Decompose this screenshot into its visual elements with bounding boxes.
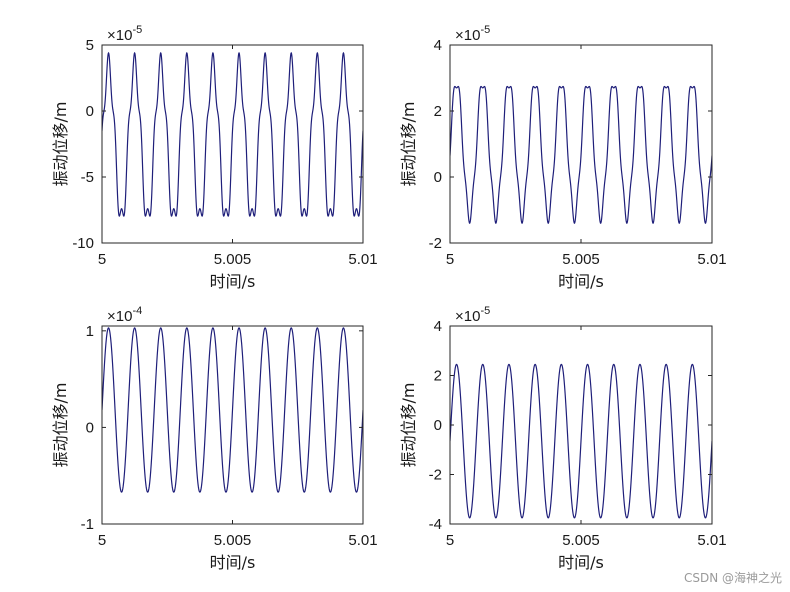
y-tick-label-2-1: -2 [429,235,442,252]
series-line-2-1 [450,85,712,225]
x-tick-label-2-2: 5.005 [562,251,600,268]
y-exponent-label-1: ×10-5 [107,24,142,44]
y-tick-label-2-2: 0 [434,169,442,186]
series-line-4-1 [450,363,712,519]
x-tick-label-3-3: 5.01 [348,532,377,549]
y-tick-label-3-2: 0 [86,419,94,436]
y-tick-label-1-2: -5 [81,169,94,186]
series-line-1-1 [102,51,363,217]
x-axis-label-1: 时间/s [210,272,256,291]
x-tick-label-4-3: 5.01 [697,532,726,549]
subplot-2: 5 5.005 5.01 -2 0 2 4 ×10-5 时间/s 振动位移/m [399,24,727,291]
x-tick-label-4-1: 5 [446,532,454,549]
y-tick-label-2-3: 2 [434,103,442,120]
y-axis-label-1: 振动位移/m [51,102,70,187]
y-exponent-label-2: ×10-5 [455,24,490,44]
y-tick-label-4-1: -4 [429,516,442,533]
x-tick-label-3-2: 5.005 [214,532,252,549]
series-line-3-1 [102,327,363,493]
y-tick-label-1-4: 5 [86,37,94,54]
x-tick-label-4-2: 5.005 [562,532,600,549]
y-exponent-label-3: ×10-4 [107,305,142,325]
x-axis-label-3: 时间/s [210,553,256,572]
subplot-1: 5 5.005 5.01 -10 -5 0 5 ×10-5 时间/s 振动位移/m [51,24,378,291]
y-tick-label-4-4: 2 [434,368,442,385]
y-tick-label-4-3: 0 [434,417,442,434]
x-tick-label-1-1: 5 [98,251,106,268]
subplot-3: 5 5.005 5.01 -1 0 1 ×10-4 时间/s 振动位移/m [51,305,378,572]
x-tick-label-3-1: 5 [98,532,106,549]
y-tick-label-3-3: 1 [86,323,94,340]
y-tick-label-4-5: 4 [434,318,442,335]
x-tick-label-2-3: 5.01 [697,251,726,268]
y-axis-label-2: 振动位移/m [399,102,418,187]
y-exponent-label-4: ×10-5 [455,305,490,325]
y-tick-label-1-1: -10 [72,235,94,252]
watermark-text: CSDN @海神之光 [683,571,782,585]
x-axis-label-4: 时间/s [558,553,604,572]
x-axis-label-2: 时间/s [558,272,604,291]
x-tick-label-1-3: 5.01 [348,251,377,268]
y-tick-label-1-3: 0 [86,103,94,120]
x-tick-label-2-1: 5 [446,251,454,268]
y-axis-label-3: 振动位移/m [51,383,70,468]
subplot-4: 5 5.005 5.01 -4 -2 0 2 4 ×10-5 时间/s 振动位移/m [399,305,727,572]
y-tick-label-4-2: -2 [429,467,442,484]
y-tick-label-2-4: 4 [434,37,442,54]
x-tick-label-1-2: 5.005 [214,251,252,268]
y-axis-label-4: 振动位移/m [399,383,418,468]
y-tick-label-3-1: -1 [81,516,94,533]
